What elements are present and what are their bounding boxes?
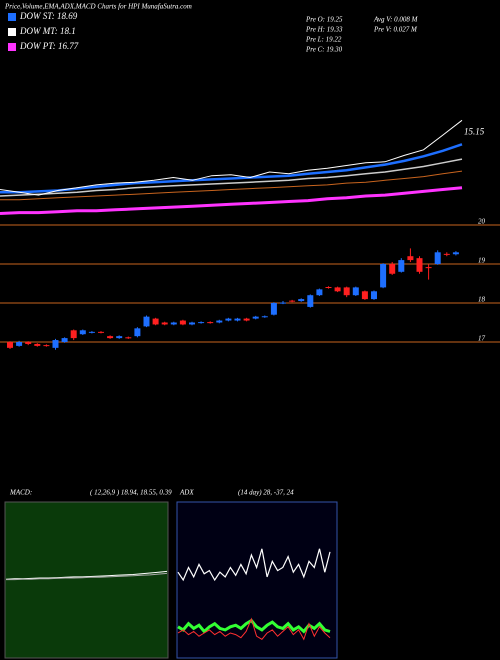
candle-body [52,340,59,348]
candle-body [61,338,68,342]
series-line [6,572,168,581]
panel-title: MACD: [9,489,32,497]
candle-body [361,291,368,300]
candle-body [7,342,13,348]
macd-panel [4,501,169,659]
candle-body [234,318,241,321]
candle-body [407,256,414,261]
candle-body [398,260,405,272]
candle-body [371,291,377,300]
series-line [0,119,463,196]
candle-body [452,252,459,255]
panel-title: ADX [179,489,194,497]
candle-body [107,336,114,339]
info-label: Pre V: 0.027 M [373,26,418,34]
candle-body [307,295,314,307]
candle-body [243,318,250,321]
legend-swatch [8,28,16,36]
candle-body [352,287,359,296]
candle-body [280,302,286,304]
candle-body [216,320,223,323]
candle-body [116,336,123,339]
candle-body [316,289,323,296]
candle-body [261,316,268,318]
candle-body [134,328,141,337]
candle-body [198,322,205,324]
series-line [0,158,463,197]
candle-body [25,342,32,344]
candle-body [270,303,277,315]
candle-body [179,320,186,325]
annotation: 15.15 [464,126,485,136]
candle-body [161,322,168,325]
candle-body [207,322,214,324]
candle-body [98,331,104,333]
candle-body [443,253,450,255]
candle-body [343,287,350,296]
candle-body [170,322,177,325]
candle-body [252,316,259,319]
info-label: Avg V: 0.008 M [373,16,419,24]
candle-body [43,345,50,347]
series-line [0,186,463,215]
y-tick-label: 20 [478,218,486,226]
y-tick-label: 18 [478,296,486,304]
series-line [0,143,463,194]
y-tick-label: 17 [478,335,486,343]
candle-body [325,287,332,289]
candle-body [16,342,23,346]
panel-subtitle: ( 12,26,9 ) 18.94, 18.55, 0.39 [90,489,172,497]
candle-body [380,264,387,288]
candle-body [79,330,86,335]
candle-body [289,300,296,302]
info-label: Pre C: 19.30 [305,46,343,54]
legend-label: DOW MT: 18.1 [19,26,76,36]
info-label: Pre L: 19.22 [305,36,342,44]
legend-swatch [8,43,16,51]
page-title: Price,Volume,EMA,ADX,MACD Charts for HPI… [4,3,192,11]
candle-body [143,316,150,327]
candle-body [425,267,432,269]
series-line [177,617,331,641]
panel-subtitle: (14 day) 28, -37, 24 [238,489,294,497]
info-label: Pre H: 19.33 [305,26,343,34]
y-tick-label: 19 [478,257,486,265]
candle-body [34,343,41,346]
series-line [0,170,463,201]
info-label: Pre O: 19.25 [305,16,343,24]
candle-body [389,264,396,274]
candle-body [125,337,132,339]
candle-body [416,258,423,272]
candle-body [434,252,441,264]
series-line [177,618,331,634]
candle-body [225,318,232,321]
candle-body [152,318,159,325]
candle-body [189,322,195,325]
series-line [177,548,331,582]
legend-label: DOW PT: 16.77 [19,41,79,51]
candle-body [334,287,341,292]
candle-body [298,299,305,302]
legend-label: DOW ST: 18.69 [19,11,78,21]
legend-swatch [8,13,16,21]
series-line [5,570,168,580]
candle-body [88,331,95,333]
candle-body [70,330,77,339]
